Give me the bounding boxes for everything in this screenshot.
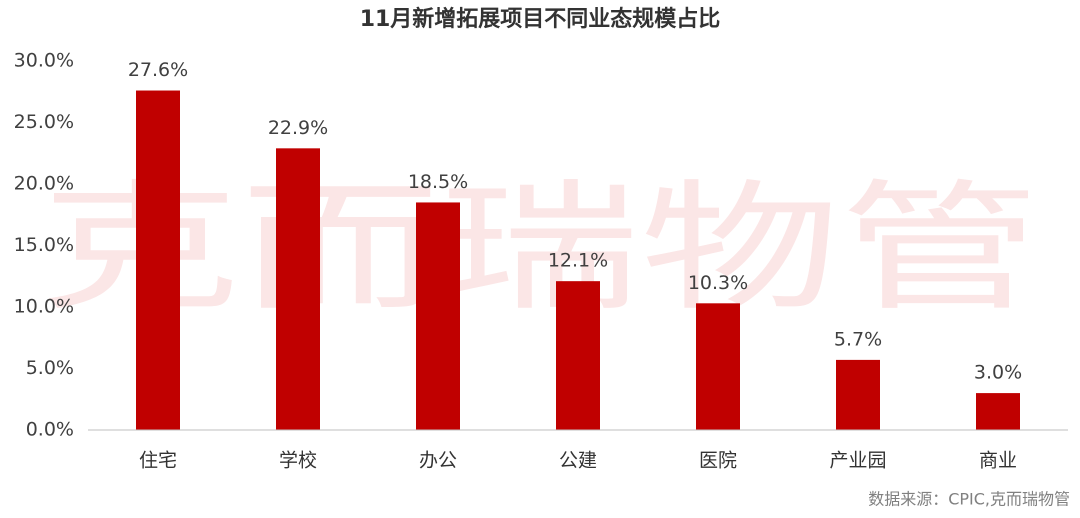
x-tick-label: 学校 (279, 450, 317, 472)
x-tick-label: 医院 (699, 450, 737, 472)
bar (696, 303, 740, 430)
y-tick-label: 20.0% (14, 173, 74, 195)
bar (136, 90, 180, 431)
y-tick-label: 5.0% (26, 357, 74, 379)
bar (976, 393, 1020, 430)
value-label: 12.1% (548, 250, 608, 272)
value-label: 27.6% (128, 59, 188, 81)
bar (836, 359, 880, 430)
y-tick-label: 25.0% (14, 111, 74, 133)
value-label: 18.5% (408, 171, 468, 193)
y-tick-label: 15.0% (14, 234, 74, 256)
y-tick-label: 0.0% (26, 419, 74, 441)
x-tick-label: 办公 (419, 450, 457, 472)
value-label: 10.3% (688, 272, 748, 294)
y-tick-label: 30.0% (14, 50, 74, 72)
value-label: 3.0% (974, 362, 1022, 384)
chart-title: 11月新增拓展项目不同业态规模占比 (360, 6, 721, 32)
x-tick-label: 住宅 (139, 450, 177, 472)
value-label: 5.7% (834, 328, 882, 350)
bar (416, 202, 460, 430)
bar (276, 148, 320, 430)
x-tick-label: 产业园 (829, 450, 886, 472)
y-tick-label: 10.0% (14, 296, 74, 318)
source-note: 数据来源：CPIC,克而瑞物管 (868, 490, 1070, 509)
x-tick-label: 商业 (979, 450, 1017, 472)
x-tick-label: 公建 (559, 450, 597, 472)
bar (556, 281, 600, 430)
watermark: 克而瑞物管 (40, 168, 1040, 331)
value-label: 22.9% (268, 117, 328, 139)
